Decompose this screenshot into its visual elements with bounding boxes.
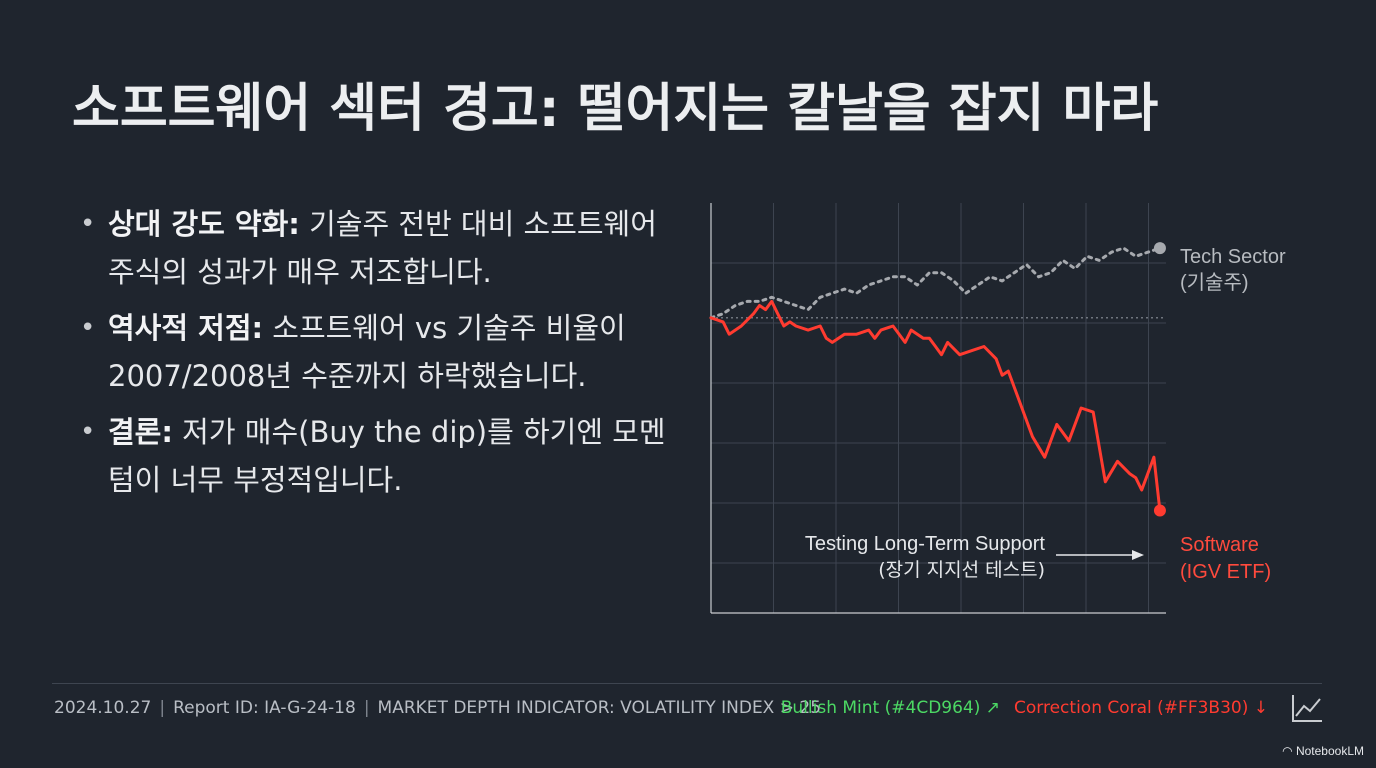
footer-separator: | <box>363 698 370 718</box>
annotation-support-ko: (장기 지지선 테스트) <box>878 559 1045 581</box>
bullet-heading: 상대 강도 약화: <box>108 207 300 241</box>
footer-date: 2024.10.27 <box>54 698 152 718</box>
series-label-software-ko: (IGV ETF) <box>1180 561 1271 583</box>
series-line-software <box>709 299 1162 512</box>
bullet-dot-icon: • <box>80 313 96 343</box>
bullet-heading: 역사적 저점: <box>108 311 264 345</box>
series-end-dot-tech-sector <box>1153 242 1166 255</box>
footer-legend: Bullish Mint (#4CD964) ↗ Correction Coral… <box>781 698 1268 718</box>
page-title: 소프트웨어 섹터 경고: 떨어지는 칼날을 잡지 마라 <box>72 79 1159 139</box>
annotation-support: Testing Long-Term Support <box>805 533 1046 555</box>
brand-watermark: ◠ NotebookLM <box>1282 744 1364 758</box>
bullet-dot-icon: • <box>80 209 96 239</box>
bullet-dot-icon: • <box>80 417 96 447</box>
bullet-text: 기술주 전반 대비 소프트웨어 주식의 성과가 매우 저조합니다. <box>108 207 657 289</box>
series-label-tech-sector: Tech Sector <box>1180 246 1286 268</box>
footer-divider <box>52 683 1322 684</box>
series-label-tech-sector-ko: (기술주) <box>1180 271 1249 294</box>
bullet-item: • 상대 강도 약화: 기술주 전반 대비 소프트웨어 주식의 성과가 매우 저… <box>80 200 670 296</box>
legend-correction-coral: Correction Coral (#FF3B30) ↓ <box>1014 698 1268 718</box>
chart-axes <box>710 203 1166 614</box>
trend-line-icon <box>1292 695 1322 722</box>
bullet-item: • 역사적 저점: 소프트웨어 vs 기술주 비율이 2007/2008년 수준… <box>80 304 670 400</box>
footer-meta: 2024.10.27 | Report ID: IA-G-24-18 | MARKET … <box>54 698 821 718</box>
line-chart: Tech Sector (기술주) Software (IGV ETF) Tes… <box>709 203 1286 614</box>
bullet-item: • 결론: 저가 매수(Buy the dip)를 하기엔 모멘텀이 너무 부정… <box>80 408 670 504</box>
brand-logo-icon: ◠ <box>1282 744 1293 758</box>
bullet-heading: 결론: <box>108 415 173 449</box>
series-line-tech-sector <box>709 246 1162 320</box>
series-label-software: Software <box>1180 534 1259 556</box>
series-end-dot-software <box>1153 504 1166 517</box>
annotation-arrow-icon <box>1132 550 1144 560</box>
bullet-text: 소프트웨어 vs 기술주 비율이 2007/2008년 수준까지 하락했습니다. <box>108 311 626 393</box>
footer-report-id: Report ID: IA-G-24-18 <box>173 698 356 718</box>
brand-name: NotebookLM <box>1295 744 1364 758</box>
footer-indicator: MARKET DEPTH INDICATOR: VOLATILITY INDEX… <box>377 698 822 718</box>
footer-separator: | <box>159 698 166 718</box>
bullet-text: 저가 매수(Buy the dip)를 하기엔 모멘텀이 너무 부정적입니다. <box>108 415 666 497</box>
legend-bullish-mint: Bullish Mint (#4CD964) ↗ <box>780 698 1001 718</box>
bullet-list: • 상대 강도 약화: 기술주 전반 대비 소프트웨어 주식의 성과가 매우 저… <box>80 200 670 512</box>
